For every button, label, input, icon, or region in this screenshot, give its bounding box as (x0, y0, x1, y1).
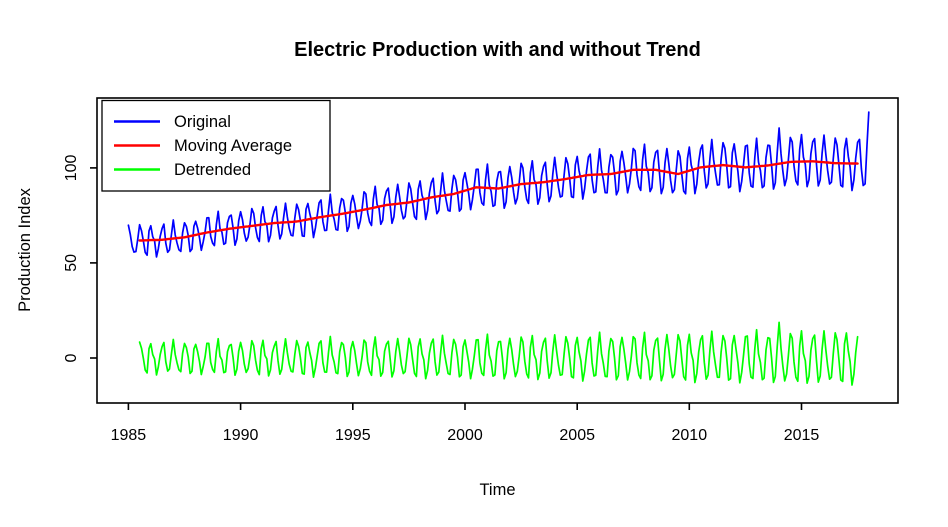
y-tick-label: 100 (63, 154, 80, 181)
y-tick-label: 0 (63, 353, 80, 362)
legend-label-moving-average: Moving Average (174, 137, 292, 155)
x-tick-label: 2015 (784, 427, 820, 444)
plot-border-box (96, 97, 899, 404)
legend: Original Moving Average Detrended (101, 99, 331, 192)
detrended-series-line (138, 321, 859, 386)
x-axis-label: Time (479, 481, 515, 499)
x-tick-label: 2005 (559, 427, 595, 444)
x-tick-label: 2000 (447, 427, 483, 444)
original-series-line (127, 111, 870, 258)
chart-title: Electric Production with and without Tre… (294, 39, 701, 61)
x-tick-label: 1990 (223, 427, 259, 444)
series-layer (127, 111, 870, 386)
moving-average-series-line (138, 160, 859, 242)
legend-label-detrended: Detrended (174, 161, 251, 179)
axis-ticks-layer: 1985 1990 1995 2000 2005 2010 2015 0 50 100 (63, 154, 819, 444)
x-tick-label: 1995 (335, 427, 371, 444)
y-axis-label: Production Index (16, 187, 34, 312)
x-tick-label: 2010 (672, 427, 708, 444)
y-tick-label: 50 (63, 254, 80, 272)
legend-label-original: Original (174, 113, 231, 131)
x-tick-label: 1985 (111, 427, 147, 444)
